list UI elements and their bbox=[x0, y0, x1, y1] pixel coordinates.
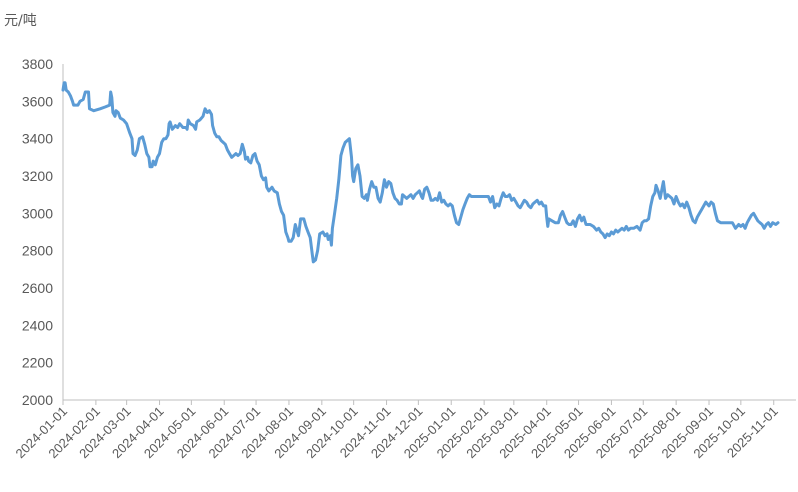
y-tick-label: 3600 bbox=[22, 93, 53, 109]
y-tick-label: 2600 bbox=[22, 280, 53, 296]
y-tick-label: 3200 bbox=[22, 168, 53, 184]
x-axis: 2024-01-012024-02-012024-03-012024-04-01… bbox=[12, 400, 781, 461]
y-tick-label: 2000 bbox=[22, 392, 53, 408]
unit-label: 元/吨 bbox=[4, 13, 37, 29]
y-tick-label: 2400 bbox=[22, 317, 53, 333]
y-tick-label: 3000 bbox=[22, 205, 53, 221]
price-series-line bbox=[61, 81, 780, 264]
y-tick-label: 2800 bbox=[22, 243, 53, 259]
series-layer bbox=[61, 81, 780, 264]
y-tick-label: 3400 bbox=[22, 131, 53, 147]
y-axis: 2000 2200 2400 2600 2800 3000 3200 3400 3600 3800 bbox=[22, 56, 53, 408]
y-tick-label: 2200 bbox=[22, 355, 53, 371]
y-tick-label: 3800 bbox=[22, 56, 53, 72]
